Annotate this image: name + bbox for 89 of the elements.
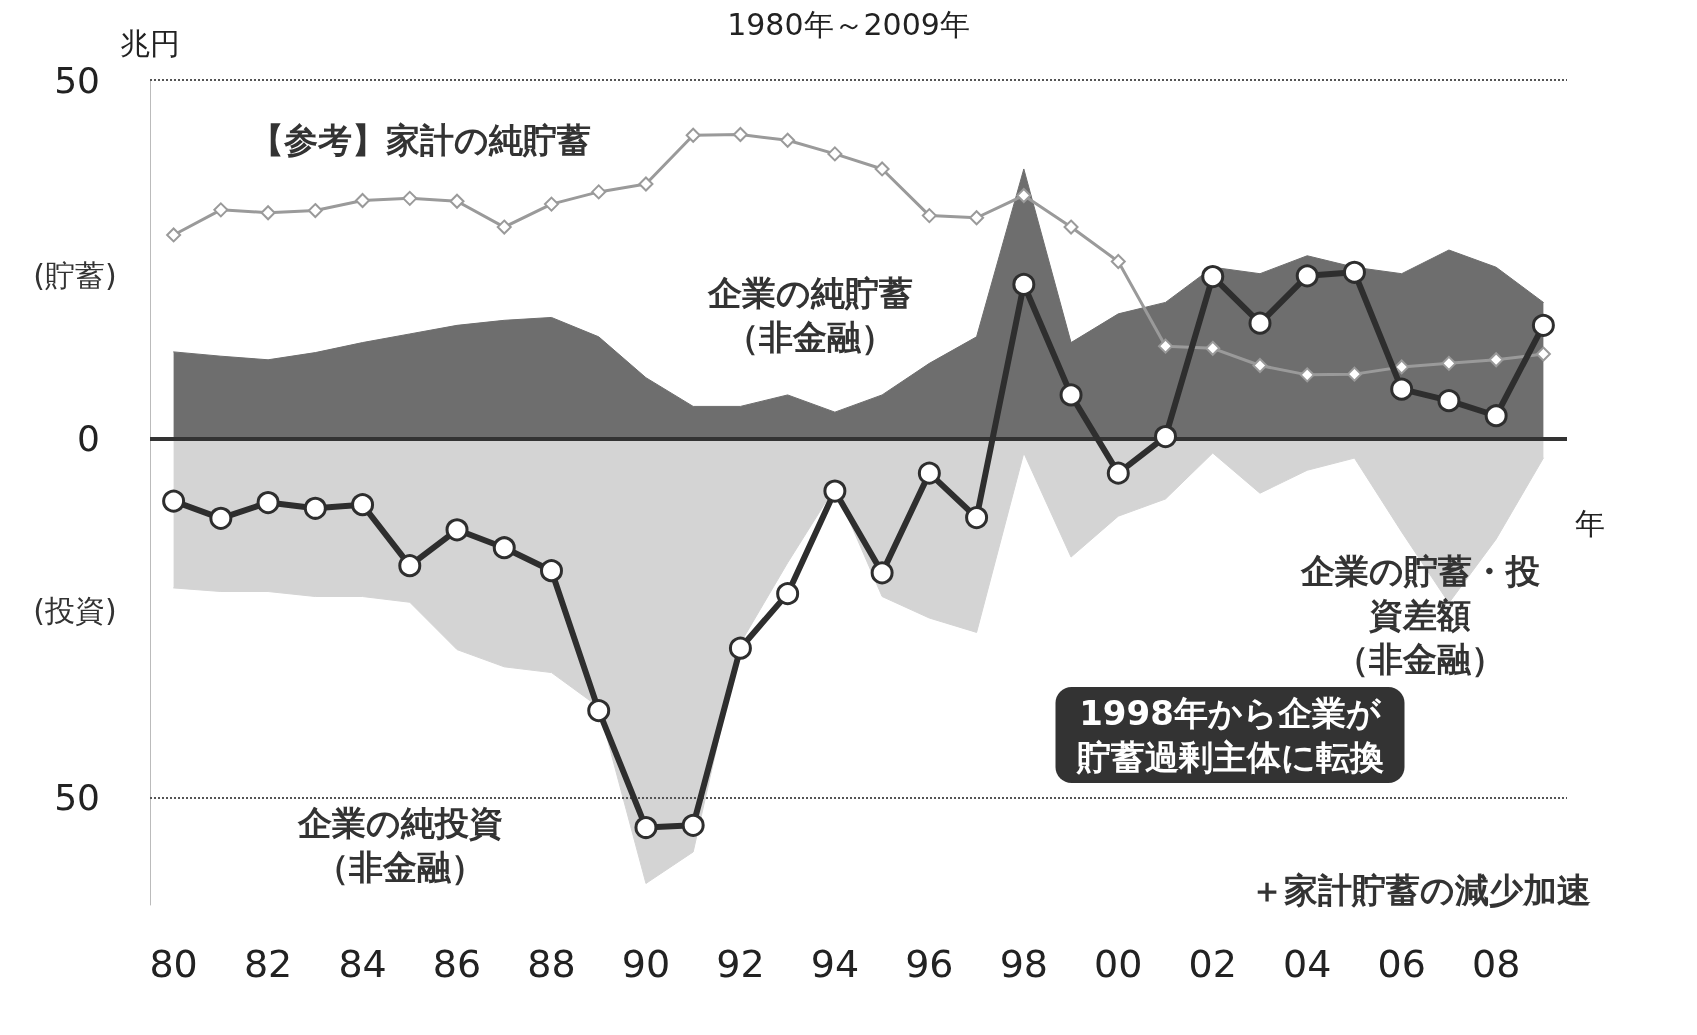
- annotation: ＋家計貯蓄の減少加速: [1249, 870, 1591, 910]
- annotation: 1998年から企業が貯蓄過剰主体に転換: [1075, 693, 1384, 777]
- point: [1531, 313, 1555, 337]
- point: [1252, 358, 1268, 374]
- point: [1394, 359, 1410, 375]
- point: [1110, 254, 1126, 269]
- point: [213, 202, 229, 218]
- x-tick-label: 82: [243, 942, 293, 986]
- point: [917, 461, 941, 485]
- point: [166, 227, 182, 243]
- x-tick-label: 84: [338, 942, 387, 986]
- point: [351, 493, 375, 517]
- x-tick-label: 90: [621, 942, 671, 986]
- point: [969, 210, 985, 226]
- text: (投資): [33, 592, 117, 628]
- annotation: 【参考】家計の純貯蓄: [249, 120, 591, 160]
- point: [1063, 219, 1079, 235]
- point: [1106, 461, 1130, 485]
- point: [732, 127, 748, 143]
- x-tick-label: 96: [905, 942, 954, 986]
- point: [591, 184, 607, 200]
- point: [1205, 340, 1221, 356]
- point: [1016, 188, 1032, 203]
- point: [1346, 366, 1362, 382]
- point: [496, 219, 512, 235]
- x-tick-label: 02: [1188, 942, 1237, 986]
- point: [398, 554, 422, 578]
- x-tick-label: 94: [810, 942, 860, 986]
- x-tick-label: 88: [527, 942, 576, 986]
- point: [1059, 383, 1083, 407]
- point: [870, 561, 894, 585]
- point: [587, 699, 611, 723]
- point: [681, 813, 705, 837]
- text: (貯蓄): [33, 257, 117, 293]
- annotation: 企業の純貯蓄（非金融）: [706, 273, 913, 357]
- x-tick-label: 98: [999, 942, 1048, 986]
- point: [543, 196, 559, 212]
- point: [260, 205, 276, 221]
- y-axis-title: 兆円: [120, 25, 180, 61]
- chart-title: 1980年～2009年: [727, 6, 970, 42]
- x-tick-label: 92: [716, 942, 765, 986]
- point: [874, 161, 890, 177]
- x-tick-label: 86: [432, 942, 482, 986]
- point: [1535, 346, 1551, 362]
- point: [402, 190, 418, 206]
- point: [445, 518, 469, 542]
- y-tick-label: 50: [54, 59, 100, 101]
- point: [256, 491, 280, 515]
- point: [540, 559, 563, 583]
- point: [634, 816, 658, 840]
- point: [1295, 264, 1319, 288]
- y-tick-label: 0: [77, 418, 100, 460]
- point: [1488, 352, 1504, 368]
- point: [1201, 265, 1225, 289]
- x-tick-label: 06: [1377, 942, 1426, 986]
- point: [776, 582, 800, 606]
- point: [1158, 338, 1174, 354]
- x-axis-title: 年: [1575, 506, 1605, 542]
- point: [449, 193, 465, 209]
- point: [685, 127, 701, 143]
- point: [307, 203, 323, 219]
- y-tick-label: 50: [54, 776, 100, 818]
- point: [1299, 367, 1315, 383]
- point: [823, 479, 847, 503]
- x-tick-label: 80: [149, 942, 198, 986]
- point: [827, 146, 843, 162]
- point: [921, 208, 937, 224]
- point: [965, 506, 989, 530]
- point: [355, 193, 371, 209]
- point: [1012, 272, 1036, 296]
- point: [1342, 260, 1366, 284]
- x-tick-label: 04: [1283, 942, 1332, 986]
- x-tick-label: 08: [1471, 942, 1521, 986]
- point: [492, 536, 516, 560]
- point: [1154, 425, 1178, 449]
- x-tick-label: 00: [1094, 942, 1143, 986]
- point: [303, 496, 327, 520]
- annotation: 企業の純投資（非金融）: [296, 803, 503, 887]
- point: [1484, 404, 1508, 428]
- annotation: 企業の貯蓄・投資差額（非金融）: [1299, 551, 1540, 679]
- point: [728, 636, 752, 660]
- point: [780, 132, 796, 148]
- point: [1437, 389, 1461, 413]
- point: [162, 489, 186, 513]
- point: [1390, 377, 1414, 401]
- point: [1248, 311, 1272, 335]
- point: [638, 176, 654, 192]
- point: [209, 506, 233, 530]
- point: [1441, 355, 1457, 371]
